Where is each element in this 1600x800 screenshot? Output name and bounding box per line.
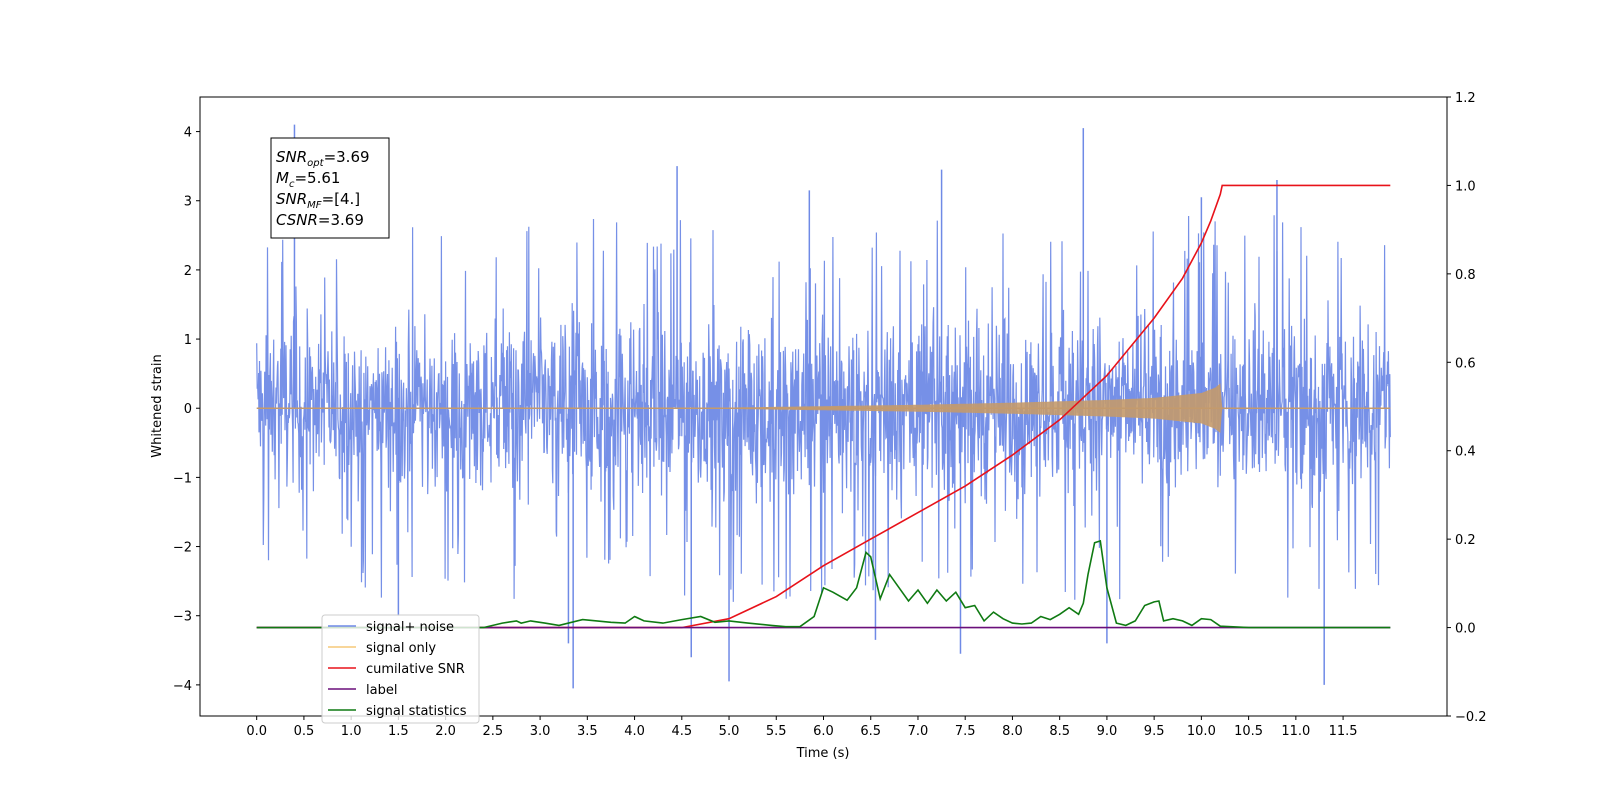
- axes-layer: 0.0 0.5 1.0 1.5 2.0 2.5 3.0 3.5 4.0 4.5 5.0 5.5 6.0 6…: [173, 91, 1487, 739]
- annotation-line-2: SNRMF=[4.]: [276, 190, 360, 211]
- y2-tick-label-6: 1.0: [1455, 179, 1476, 194]
- annotation-frame: [270, 137, 390, 239]
- x-tick-label-0: 0.0: [246, 724, 267, 739]
- annotation-line-1: Mc=5.61: [276, 169, 340, 190]
- y-tick-label-3: −1: [173, 471, 192, 486]
- x-tick-label-21: 10.5: [1234, 724, 1263, 739]
- x-tick-label-5: 2.5: [483, 724, 504, 739]
- x-tick-label-12: 6.0: [813, 724, 834, 739]
- x-tick-label-22: 11.0: [1281, 724, 1310, 739]
- legend-frame: [321, 614, 480, 724]
- y-axis-label: Whitened strain: [150, 354, 165, 457]
- x-tick-label-11: 5.5: [766, 724, 787, 739]
- annotation-line-3: CSNR=3.69: [276, 211, 364, 229]
- y2-tick-label-5: 0.8: [1455, 268, 1476, 283]
- legend-label-0: signal+ noise: [366, 620, 454, 635]
- annotation-line-0: SNRopt=3.69: [276, 148, 370, 169]
- y-tick-label-4: 0: [184, 402, 192, 417]
- x-axis-label: Time (s): [796, 746, 850, 761]
- legend: signal+ noise signal only cumilative SNR la…: [321, 614, 480, 724]
- legend-label-4: signal statistics: [366, 704, 467, 719]
- x-tick-label-18: 9.0: [1097, 724, 1118, 739]
- legend-label-2: cumilative SNR: [366, 662, 465, 677]
- y2-tick-label-1: 0.0: [1455, 622, 1476, 637]
- series-2: [256, 184, 1391, 629]
- x-tick-label-7: 3.5: [577, 724, 598, 739]
- y2-tick-label-2: 0.2: [1455, 533, 1476, 548]
- y2-tick-label-4: 0.6: [1455, 356, 1476, 371]
- x-tick-label-23: 11.5: [1329, 724, 1358, 739]
- x-tick-label-15: 7.5: [955, 724, 976, 739]
- x-tick-label-16: 8.0: [1002, 724, 1023, 739]
- x-tick-label-1: 0.5: [294, 724, 315, 739]
- x-tick-label-3: 1.5: [388, 724, 409, 739]
- legend-label-1: signal only: [366, 641, 436, 656]
- legend-items: signal+ noise signal only cumilative SNR la…: [328, 620, 467, 719]
- y2-tick-label-0: −0.2: [1455, 710, 1487, 725]
- x-tick-label-10: 5.0: [719, 724, 740, 739]
- y-tick-label-2: −2: [173, 541, 192, 556]
- series-1: [256, 383, 1391, 434]
- y-tick-label-6: 2: [184, 264, 192, 279]
- series-4: [256, 539, 1391, 629]
- y-tick-label-7: 3: [184, 195, 192, 210]
- y-tick-label-8: 4: [184, 126, 192, 141]
- y-tick-label-1: −3: [173, 610, 192, 625]
- x-tick-label-9: 4.5: [671, 724, 692, 739]
- legend-label-3: label: [366, 683, 397, 698]
- x-tick-label-6: 3.0: [530, 724, 551, 739]
- x-tick-label-4: 2.0: [435, 724, 456, 739]
- series-line-cumilative-snr: [256, 184, 1391, 629]
- x-tick-label-2: 1.0: [341, 724, 362, 739]
- x-tick-label-8: 4.0: [624, 724, 645, 739]
- y2-tick-label-3: 0.4: [1455, 445, 1476, 460]
- x-tick-label-20: 10.0: [1187, 724, 1216, 739]
- y-tick-label-0: −4: [173, 679, 192, 694]
- x-tick-label-17: 8.5: [1049, 724, 1070, 739]
- series-layer: [256, 124, 1391, 689]
- x-tick-label-14: 7.0: [908, 724, 929, 739]
- y2-tick-label-7: 1.2: [1455, 91, 1476, 106]
- y-tick-label-5: 1: [184, 333, 192, 348]
- x-tick-label-19: 9.5: [1144, 724, 1165, 739]
- x-tick-label-13: 6.5: [860, 724, 881, 739]
- series-line-signal-statistics: [256, 539, 1391, 629]
